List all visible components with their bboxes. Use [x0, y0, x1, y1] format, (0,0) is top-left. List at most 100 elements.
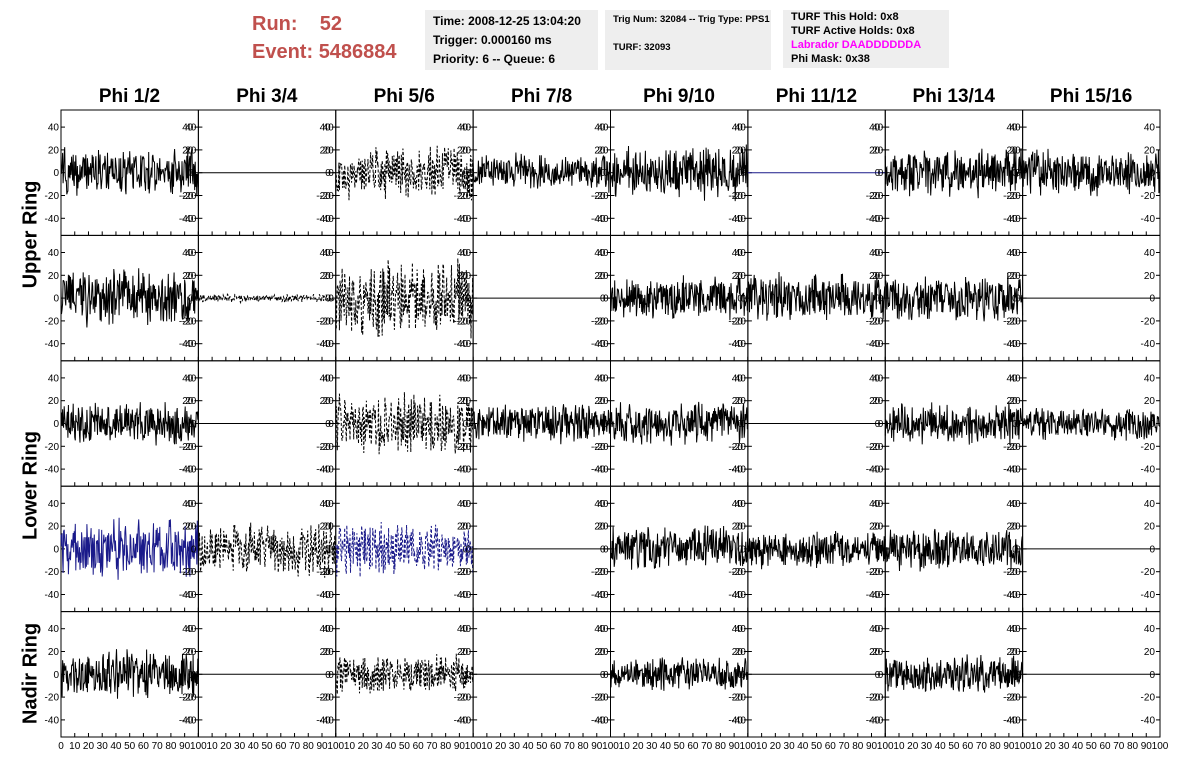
y-tick-label-right: 20	[1007, 522, 1019, 533]
y-tick-label-right: -40	[454, 715, 469, 726]
y-tick-label: 20	[48, 271, 60, 282]
x-tick-label: 50	[536, 741, 548, 752]
x-tick-label: 60	[550, 741, 562, 752]
column-header: Phi 7/8	[511, 86, 573, 107]
y-tick-label: -20	[731, 693, 746, 704]
y-tick-label: -20	[182, 442, 197, 453]
y-tick-label: 0	[1015, 544, 1021, 555]
waveform-trace	[1022, 407, 1161, 441]
y-tick-label: 40	[460, 373, 472, 384]
y-tick-label-right: 40	[457, 123, 469, 134]
x-tick-label: 100	[465, 741, 482, 752]
x-tick-label: 30	[1058, 741, 1070, 752]
x-tick-label: 90	[1003, 741, 1015, 752]
y-tick-label-right: -40	[454, 465, 469, 476]
waveform-panel: -40 -40 -20 -20 0 0 20 20 40 40	[319, 234, 474, 362]
y-tick-label: 40	[735, 123, 747, 134]
y-tick-label: -20	[457, 191, 472, 202]
y-tick-label: -20	[594, 567, 609, 578]
y-tick-label-right: 40	[594, 248, 606, 259]
y-tick-label: 20	[597, 396, 609, 407]
y-tick-label: 40	[1010, 624, 1022, 635]
time-info-box: Time: 2008-12-25 13:04:20 Trigger: 0.000…	[425, 10, 598, 70]
y-tick-label-right: -40	[454, 339, 469, 350]
y-tick-label-right: 40	[1007, 499, 1019, 510]
y-tick-label: 20	[1010, 396, 1022, 407]
waveform-trace	[1022, 148, 1161, 197]
y-tick-label-right: 20	[732, 396, 744, 407]
y-tick-label-right: 20	[1007, 271, 1019, 282]
y-tick-label: 20	[323, 396, 335, 407]
x-tick-label: 100	[1014, 741, 1031, 752]
x-tick-label: 90	[1141, 741, 1153, 752]
y-tick-label-right: -40	[454, 214, 469, 225]
x-tick-label: 70	[1113, 741, 1125, 752]
y-tick-label: 40	[460, 499, 472, 510]
x-tick-label: 50	[262, 741, 274, 752]
y-tick-label-right: -40	[1003, 590, 1018, 601]
y-tick-label: 0	[878, 544, 884, 555]
waveform-trace	[198, 293, 337, 305]
y-tick-label: -20	[45, 567, 60, 578]
y-tick-label: 0	[878, 294, 884, 305]
y-tick-label: 0	[191, 419, 197, 430]
column-header: Phi 3/4	[236, 86, 298, 107]
y-tick-label-right: -20	[728, 316, 743, 327]
y-tick-label: 20	[1010, 271, 1022, 282]
y-tick-label: -40	[45, 339, 60, 350]
y-tick-label-right: 40	[1144, 123, 1156, 134]
x-tick-label: 40	[935, 741, 947, 752]
y-tick-label: -20	[182, 191, 197, 202]
x-tick-label: 30	[921, 741, 933, 752]
x-tick-label: 50	[674, 741, 686, 752]
y-tick-label: -20	[869, 316, 884, 327]
x-tick-label: 80	[440, 741, 452, 752]
y-tick-label: 40	[1010, 248, 1022, 259]
x-tick-label: 30	[784, 741, 796, 752]
trig-num-text: Trig Num: 32084 -- Trig Type: PPS1	[613, 14, 770, 25]
x-tick-label: 30	[646, 741, 658, 752]
y-tick-label: 40	[185, 373, 197, 384]
y-tick-label: -40	[45, 715, 60, 726]
y-tick-label-right: 40	[457, 499, 469, 510]
y-tick-label-right: 20	[732, 271, 744, 282]
y-tick-label: 20	[185, 647, 197, 658]
event-label: Event:	[252, 41, 314, 63]
labrador-text: Labrador DAADDDDDDA	[791, 39, 922, 51]
y-tick-label: -20	[1006, 442, 1021, 453]
y-tick-label: -20	[457, 442, 472, 453]
trigger-text: Trigger: 0.000160 ms	[433, 33, 552, 47]
y-tick-label: -40	[182, 214, 197, 225]
y-tick-label: 0	[53, 168, 59, 179]
y-tick-label: 0	[878, 168, 884, 179]
y-tick-label-right: 40	[869, 373, 881, 384]
y-tick-label-right: 20	[869, 271, 881, 282]
y-tick-label: 0	[328, 168, 334, 179]
y-tick-label: -20	[45, 191, 60, 202]
y-tick-label-right: 0	[600, 544, 606, 555]
x-tick-label: 20	[632, 741, 644, 752]
y-tick-label-right: 40	[869, 248, 881, 259]
y-tick-label-right: -20	[316, 693, 331, 704]
y-tick-label: 20	[185, 522, 197, 533]
y-tick-label-right: 20	[594, 145, 606, 156]
waveform-trace	[60, 268, 199, 328]
y-tick-label-right: 0	[325, 294, 331, 305]
y-tick-label: 20	[323, 145, 335, 156]
y-tick-label-right: 20	[594, 647, 606, 658]
waveform-panel: -40 -40 -20 -20 0 0 20 20 40 40	[319, 360, 474, 487]
y-tick-label-right: -20	[1003, 442, 1018, 453]
x-tick-label: 40	[797, 741, 809, 752]
x-tick-label: 70	[838, 741, 850, 752]
x-tick-label: 40	[660, 741, 672, 752]
y-tick-label-right: -20	[316, 316, 331, 327]
y-tick-label: 40	[735, 624, 747, 635]
y-tick-label-right: 20	[320, 522, 332, 533]
x-tick-label: 20	[83, 741, 95, 752]
y-tick-label: 20	[323, 522, 335, 533]
y-tick-label-right: 40	[1144, 373, 1156, 384]
y-tick-label: 0	[466, 294, 472, 305]
y-tick-label: 40	[323, 123, 335, 134]
y-tick-label-right: 40	[732, 123, 744, 134]
y-tick-label: 40	[185, 499, 197, 510]
